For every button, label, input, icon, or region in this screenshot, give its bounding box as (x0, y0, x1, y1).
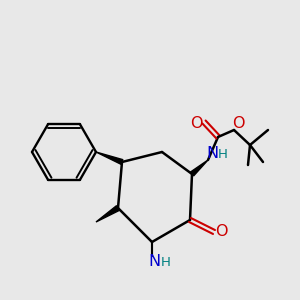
Text: H: H (218, 148, 228, 160)
Polygon shape (96, 152, 123, 164)
Text: O: O (232, 116, 244, 130)
Polygon shape (190, 160, 208, 176)
Text: N: N (206, 146, 218, 161)
Text: H: H (161, 256, 171, 268)
Polygon shape (96, 206, 119, 222)
Text: O: O (190, 116, 202, 131)
Text: O: O (215, 224, 227, 239)
Text: N: N (148, 254, 160, 269)
